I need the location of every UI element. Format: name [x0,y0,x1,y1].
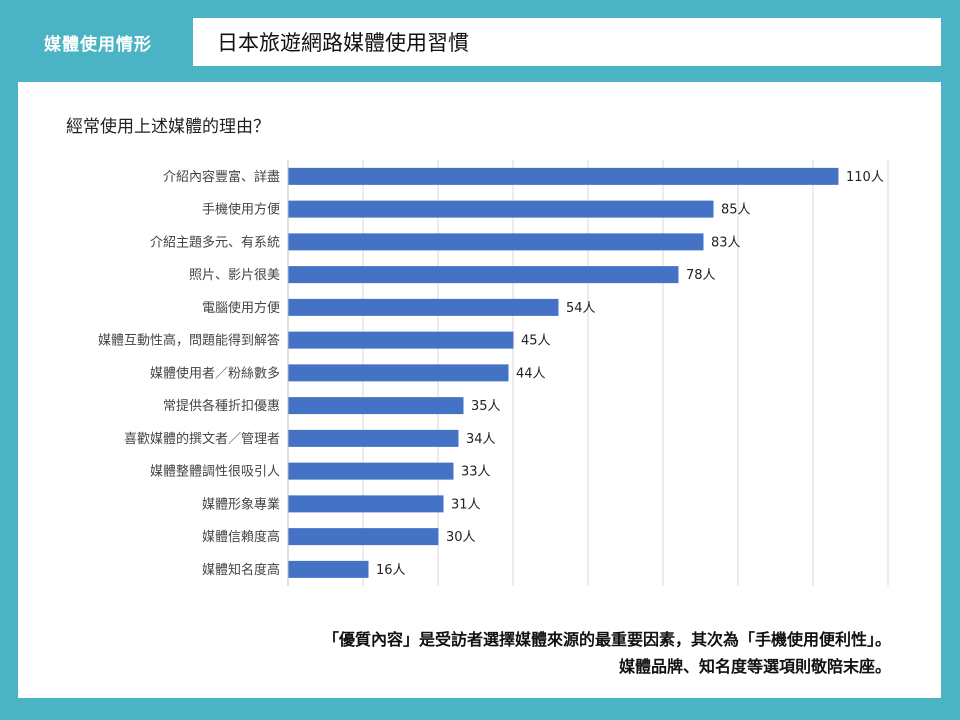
summary-line-1: 「優質內容」是受訪者選擇媒體來源的最重要因素，其次為「手機使用便利性」。 [322,630,891,649]
summary-line-2: 媒體品牌、知名度等選項則敬陪末座。 [618,657,891,676]
category-label: 喜歡媒體的撰文者／管理者 [124,431,280,447]
data-label: 31人 [451,497,481,512]
bar [288,528,439,546]
chart-question: 經常使用上述媒體的理由？ [66,117,270,137]
bar [288,495,444,513]
data-label: 35人 [471,399,501,414]
summary: 「優質內容」是受訪者選擇媒體來源的最重要因素，其次為「手機使用便利性」。 媒體品… [323,626,891,680]
data-label: 33人 [461,465,491,480]
category-label: 電腦使用方便 [202,300,280,316]
content-panel: 經常使用上述媒體的理由？ 介紹內容豐富、詳盡 110人手機使用方便 85人介紹主題多… [18,82,941,698]
bar [288,167,839,185]
page-title: 日本旅遊網路媒體使用習慣 [193,18,941,66]
section-tag: 媒體使用情形 [44,34,152,55]
category-label: 手機使用方便 [202,202,280,218]
category-label: 常提供各種折扣優惠 [163,398,280,414]
bar [288,233,704,251]
data-label: 83人 [711,235,741,250]
category-label: 媒體整體調性很吸引人 [150,465,280,480]
data-label: 45人 [521,334,551,349]
bar [288,364,509,382]
bar [288,266,679,284]
bar [288,397,464,415]
data-label: 110人 [846,170,884,185]
category-label: 媒體形象專業 [202,496,280,512]
data-label: 44人 [516,366,546,381]
bar [288,560,369,578]
category-label: 介紹主題多元、有系統 [150,234,280,250]
data-label: 30人 [446,530,476,545]
bar [288,429,459,447]
category-label: 照片、影片很美 [189,268,280,283]
bar [288,298,559,316]
data-label: 54人 [566,301,596,316]
category-label: 媒體信賴度高 [202,529,280,545]
data-label: 34人 [466,432,496,447]
page-title-text: 日本旅遊網路媒體使用習慣 [217,31,469,55]
data-label: 78人 [686,268,716,283]
data-label: 16人 [376,563,406,578]
data-label: 85人 [721,203,751,218]
category-label: 媒體知名度高 [202,562,280,578]
bar [288,331,514,349]
category-label: 媒體使用者／粉絲數多 [150,365,280,381]
bar [288,462,454,480]
category-label: 媒體互動性高，問題能得到解答 [98,333,280,349]
category-label: 介紹內容豐富、詳盡 [163,169,280,185]
bar [288,200,714,218]
